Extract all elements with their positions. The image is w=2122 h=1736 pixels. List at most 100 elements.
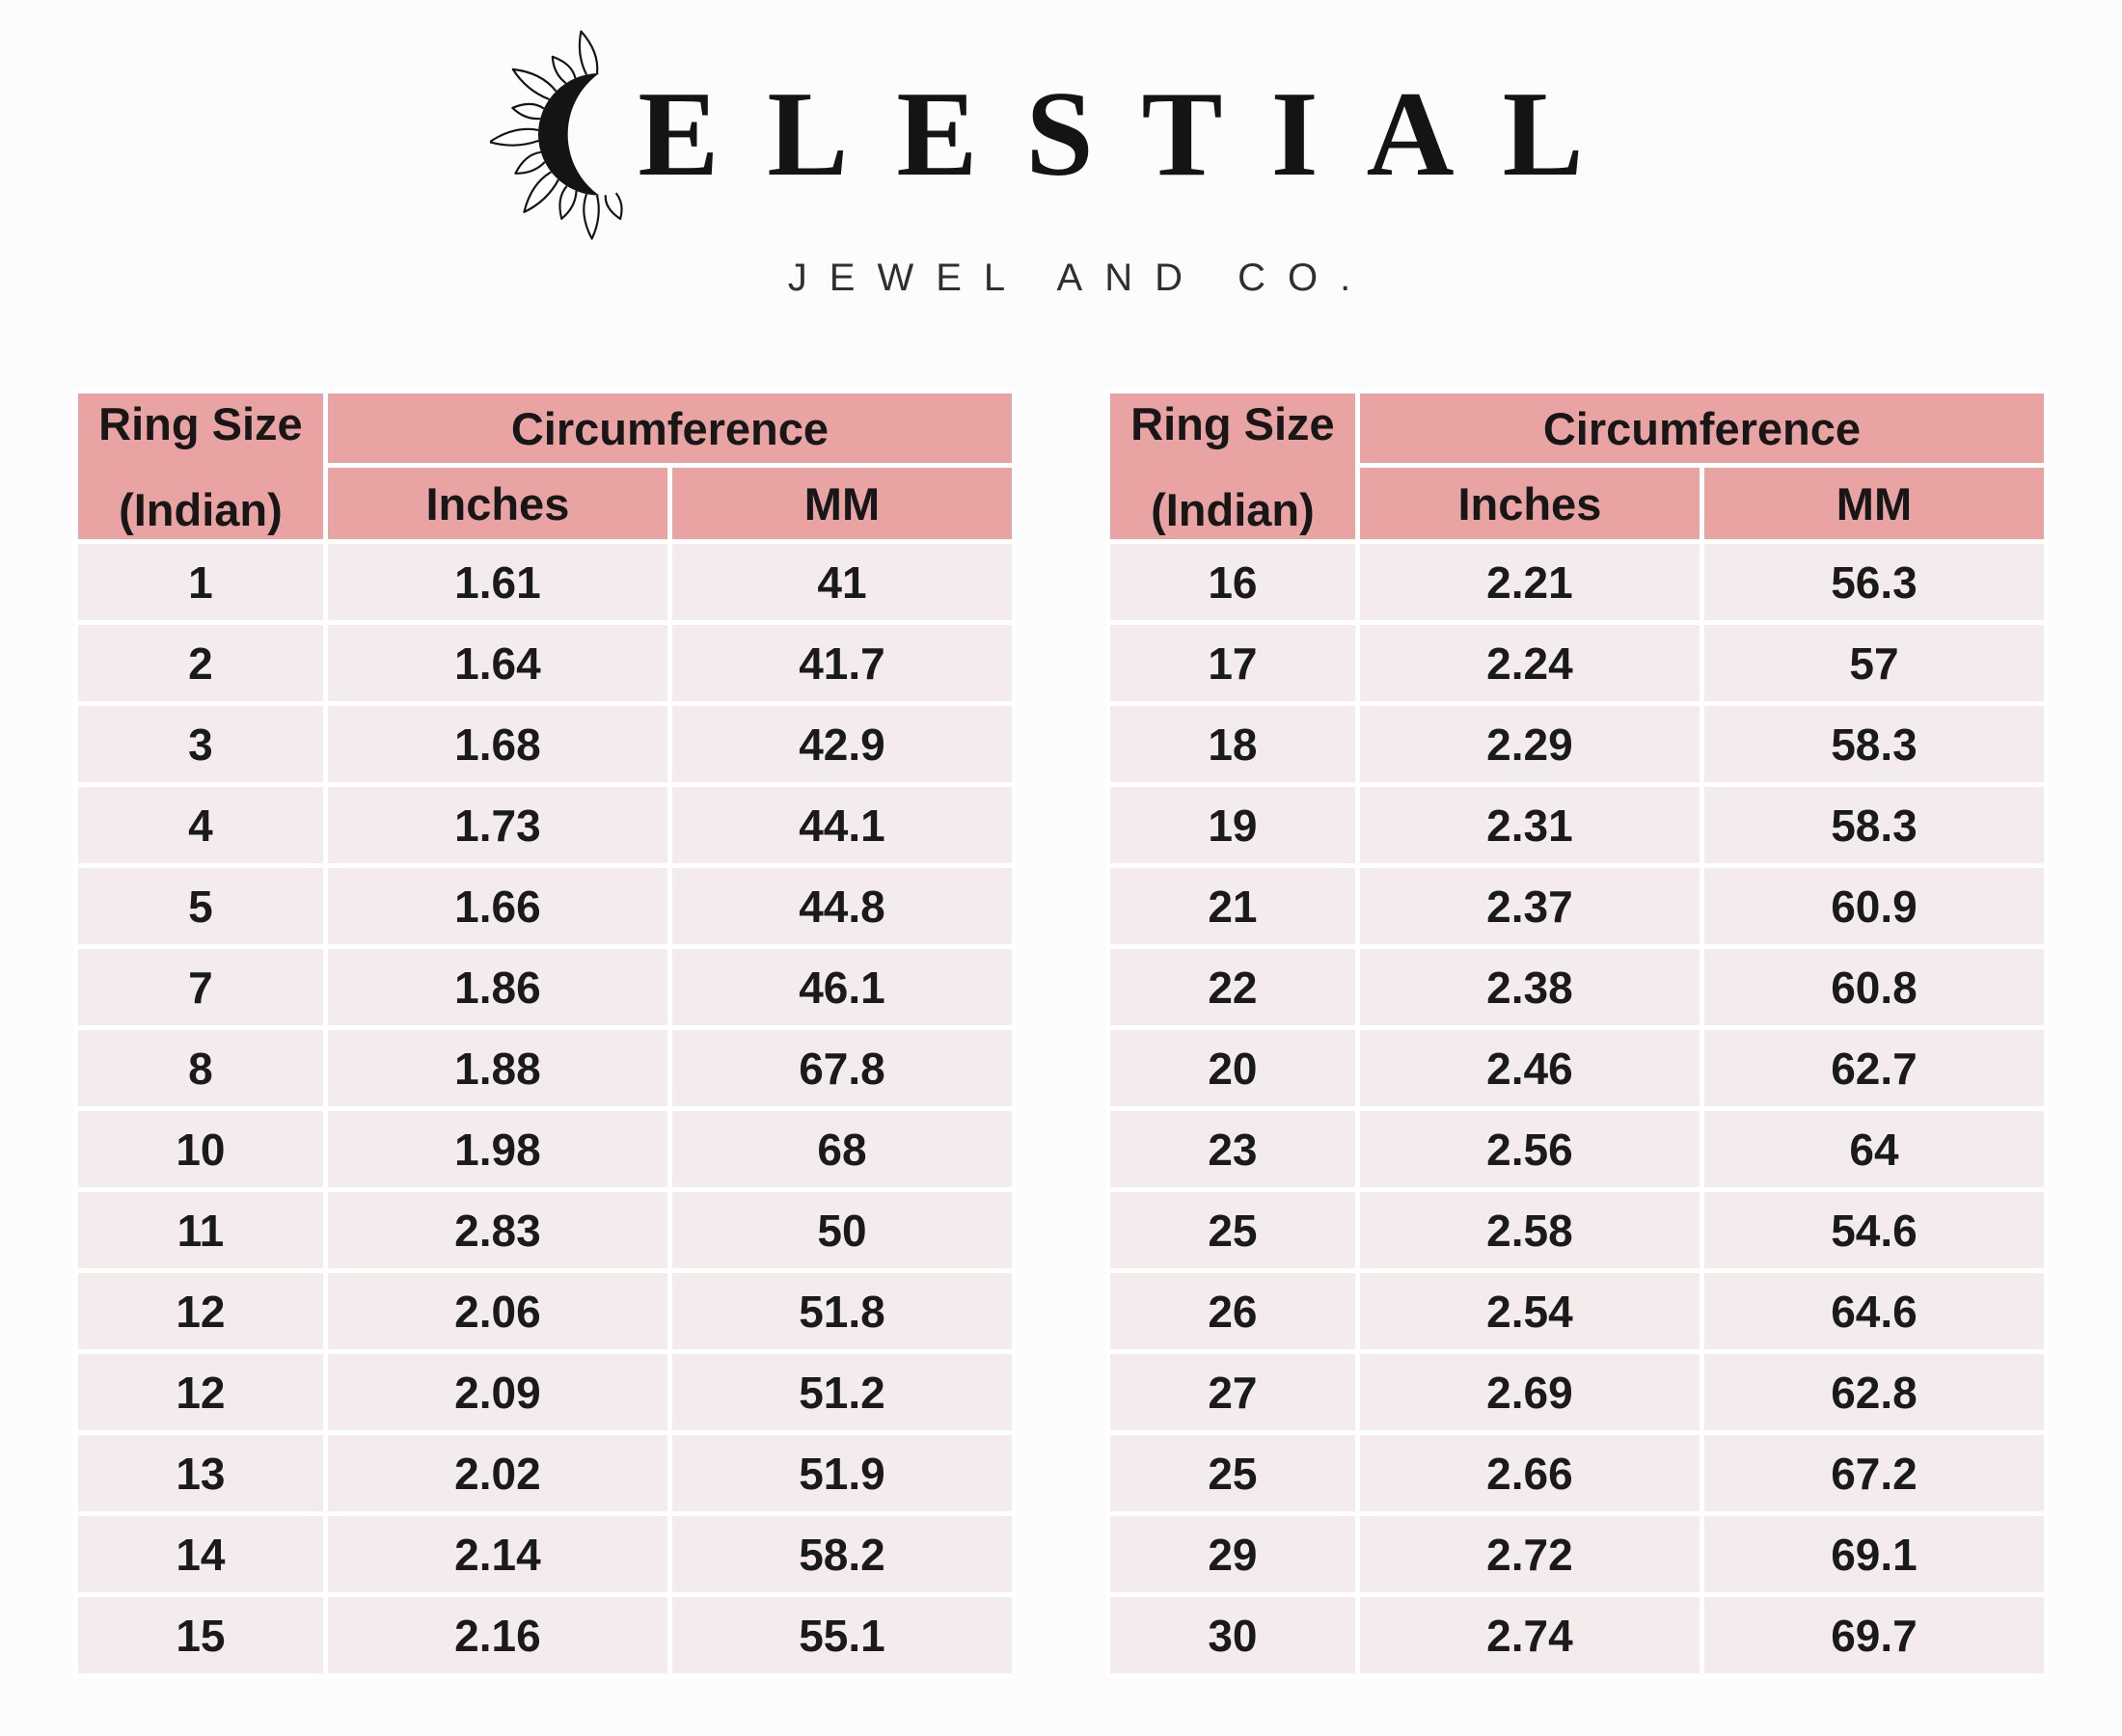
table-row: 7 1.86 46.1 [78, 949, 1012, 1025]
inches-cell: 1.98 [327, 1111, 667, 1187]
brand-header: ELESTIAL JEWEL AND CO. [0, 0, 2122, 300]
ring-size-cell: 16 [1110, 544, 1355, 620]
inches-cell: 2.69 [1359, 1354, 1700, 1430]
circumference-header: Circumference [327, 393, 1012, 463]
inches-cell: 1.68 [327, 706, 667, 782]
ring-size-cell: 12 [78, 1354, 323, 1430]
brand-name: ELESTIAL [638, 68, 1632, 202]
inches-cell: 2.37 [1359, 868, 1700, 944]
ring-size-cell: 10 [78, 1111, 323, 1187]
mm-cell: 68 [671, 1111, 1012, 1187]
table-row: 5 1.66 44.8 [78, 868, 1012, 944]
table-row: 12 2.06 51.8 [78, 1273, 1012, 1349]
inches-cell: 2.83 [327, 1192, 667, 1268]
inches-cell: 2.58 [1359, 1192, 1700, 1268]
table-row: 12 2.09 51.2 [78, 1354, 1012, 1430]
ring-size-cell: 22 [1110, 949, 1355, 1025]
inches-cell: 2.06 [327, 1273, 667, 1349]
mm-cell: 60.9 [1703, 868, 2044, 944]
ring-size-cell: 21 [1110, 868, 1355, 944]
brand-subtitle: JEWEL AND CO. [787, 257, 1374, 299]
table-row: 8 1.88 67.8 [78, 1030, 1012, 1106]
mm-cell: 51.8 [671, 1273, 1012, 1349]
inches-cell: 2.31 [1359, 787, 1700, 863]
ring-size-cell: 5 [78, 868, 323, 944]
ring-size-header-label: Ring Size [98, 397, 303, 449]
mm-cell: 62.8 [1703, 1354, 2044, 1430]
mm-cell: 41.7 [671, 625, 1012, 701]
mm-cell: 46.1 [671, 949, 1012, 1025]
mm-cell: 42.9 [671, 706, 1012, 782]
inches-cell: 2.24 [1359, 625, 1700, 701]
table-row: 2 1.64 41.7 [78, 625, 1012, 701]
table-row: 25 2.66 67.2 [1110, 1435, 2044, 1511]
inches-header: Inches [1359, 468, 1700, 539]
ring-size-cell: 20 [1110, 1030, 1355, 1106]
ring-size-cell: 26 [1110, 1273, 1355, 1349]
table-row: 23 2.56 64 [1110, 1111, 2044, 1187]
mm-cell: 64 [1703, 1111, 2044, 1187]
ring-size-cell: 25 [1110, 1435, 1355, 1511]
inches-cell: 2.66 [1359, 1435, 1700, 1511]
mm-header: MM [671, 468, 1012, 539]
table-row: 27 2.69 62.8 [1110, 1354, 2044, 1430]
mm-cell: 58.3 [1703, 706, 2044, 782]
ring-size-cell: 11 [78, 1192, 323, 1268]
ring-size-cell: 25 [1110, 1192, 1355, 1268]
table-row: 26 2.54 64.6 [1110, 1273, 2044, 1349]
inches-cell: 1.73 [327, 787, 667, 863]
mm-cell: 58.3 [1703, 787, 2044, 863]
ring-size-cell: 27 [1110, 1354, 1355, 1430]
inches-cell: 1.61 [327, 544, 667, 620]
ring-size-header: Ring Size (Indian) [78, 393, 323, 539]
ring-size-cell: 19 [1110, 787, 1355, 863]
ring-size-table-right: Ring Size (Indian) Circumference Inches … [1105, 389, 2049, 1678]
inches-cell: 2.46 [1359, 1030, 1700, 1106]
inches-cell: 2.14 [327, 1516, 667, 1592]
ring-size-header-region: (Indian) [1151, 483, 1315, 535]
crescent-sun-icon [490, 29, 623, 240]
mm-cell: 41 [671, 544, 1012, 620]
table-row: 30 2.74 69.7 [1110, 1597, 2044, 1673]
ring-size-header-region: (Indian) [119, 483, 283, 535]
ring-size-header-label: Ring Size [1130, 397, 1335, 449]
mm-cell: 64.6 [1703, 1273, 2044, 1349]
table-row: 16 2.21 56.3 [1110, 544, 2044, 620]
inches-cell: 2.29 [1359, 706, 1700, 782]
mm-cell: 67.2 [1703, 1435, 2044, 1511]
ring-size-cell: 17 [1110, 625, 1355, 701]
inches-header: Inches [327, 468, 667, 539]
mm-cell: 51.2 [671, 1354, 1012, 1430]
left-table-body: 1 1.61 41 2 1.64 41.7 3 1.68 42.9 4 1.73 44.1 5 1.66 4… [78, 544, 1012, 1673]
inches-cell: 2.02 [327, 1435, 667, 1511]
inches-cell: 2.38 [1359, 949, 1700, 1025]
table-row: 13 2.02 51.9 [78, 1435, 1012, 1511]
table-row: 21 2.37 60.9 [1110, 868, 2044, 944]
mm-cell: 55.1 [671, 1597, 1012, 1673]
table-row: 29 2.72 69.1 [1110, 1516, 2044, 1592]
ring-size-cell: 3 [78, 706, 323, 782]
table-row: 17 2.24 57 [1110, 625, 2044, 701]
ring-size-cell: 23 [1110, 1111, 1355, 1187]
ring-size-cell: 30 [1110, 1597, 1355, 1673]
mm-cell: 62.7 [1703, 1030, 2044, 1106]
inches-cell: 2.16 [327, 1597, 667, 1673]
size-tables: Ring Size (Indian) Circumference Inches … [0, 389, 2122, 1678]
ring-size-cell: 13 [78, 1435, 323, 1511]
table-row: 22 2.38 60.8 [1110, 949, 2044, 1025]
mm-cell: 44.1 [671, 787, 1012, 863]
ring-size-cell: 8 [78, 1030, 323, 1106]
table-row: 11 2.83 50 [78, 1192, 1012, 1268]
ring-size-cell: 29 [1110, 1516, 1355, 1592]
right-table-body: 16 2.21 56.3 17 2.24 57 18 2.29 58.3 19 2.31 58.3 21… [1110, 544, 2044, 1673]
ring-size-cell: 12 [78, 1273, 323, 1349]
mm-cell: 69.7 [1703, 1597, 2044, 1673]
mm-cell: 51.9 [671, 1435, 1012, 1511]
inches-cell: 2.54 [1359, 1273, 1700, 1349]
ring-size-table-left: Ring Size (Indian) Circumference Inches … [73, 389, 1017, 1678]
inches-cell: 1.86 [327, 949, 667, 1025]
circumference-header: Circumference [1359, 393, 2044, 463]
brand-logo: ELESTIAL [490, 29, 1631, 241]
table-row: 18 2.29 58.3 [1110, 706, 2044, 782]
table-row: 3 1.68 42.9 [78, 706, 1012, 782]
